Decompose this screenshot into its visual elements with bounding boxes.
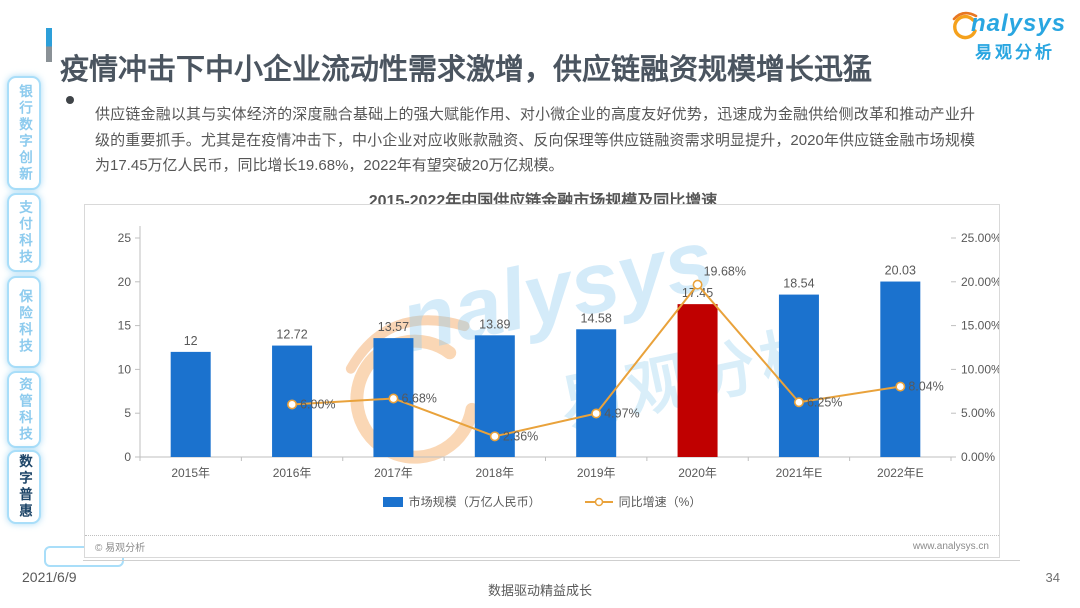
y-tick-label-right: 10.00% xyxy=(961,362,999,376)
logo-brand-text: nalysys xyxy=(971,10,1067,37)
bullet-text: 供应链金融以其与实体经济的深度融合基础上的强大赋能作用、对小微企业的高度友好优势… xyxy=(95,106,975,174)
analysys-logo: nalysys 易观分析 xyxy=(946,8,1074,66)
y-tick-label-right: 15.00% xyxy=(961,319,999,333)
logo-brand-cn: 易观分析 xyxy=(975,43,1055,62)
y-tick-label-left: 15 xyxy=(118,319,132,333)
title-accent-bar xyxy=(46,28,52,62)
copyright-note: © 易观分析 xyxy=(95,543,146,554)
line-marker-2018年 xyxy=(489,431,500,442)
bar-2021年E xyxy=(778,294,819,457)
chart-footer: © 易观分析 www.analysys.cn xyxy=(85,535,999,557)
y-tick-label-left: 25 xyxy=(118,231,132,245)
line-value-label: 6.00% xyxy=(300,397,335,411)
legend-label: 市场规模（万亿人民币） xyxy=(408,495,541,509)
y-tick-label-left: 20 xyxy=(118,275,132,289)
line-marker-2017年 xyxy=(388,393,399,404)
bar-2020年 xyxy=(677,304,718,457)
legend-item: 市场规模（万亿人民币） xyxy=(382,493,541,510)
x-category-label: 2016年 xyxy=(273,466,312,480)
logo-swoosh-icon xyxy=(952,11,978,40)
x-category-label: 2015年 xyxy=(171,466,210,480)
x-category-label: 2018年 xyxy=(475,466,514,480)
bar-value-label: 12 xyxy=(184,334,198,348)
footer-divider xyxy=(83,560,1020,561)
line-marker-2021年E xyxy=(793,397,804,408)
x-category-label: 2020年 xyxy=(678,466,717,480)
chart-canvas: 0 5 10 15 20 25 0.00% 5.00% 10.00% 15.00% 20.00% 25… xyxy=(118,226,999,480)
sidebar-item-insurance-tech[interactable]: 保险科技 xyxy=(7,276,41,368)
line-value-label: 2.36% xyxy=(503,429,538,443)
bar-value-label: 14.58 xyxy=(581,311,612,325)
chart-legend: 市场规模（万亿人民币） 同比增速（%） xyxy=(85,493,999,510)
bar-value-label: 17.45 xyxy=(682,286,713,300)
x-category-label: 2021年E xyxy=(776,466,823,480)
bar-2022年E xyxy=(880,281,921,457)
y-tick-label-left: 5 xyxy=(124,406,131,420)
legend-marker xyxy=(594,497,603,506)
bar-value-label: 13.89 xyxy=(479,317,510,331)
y-tick-label-left: 10 xyxy=(118,362,132,376)
chart-container: nalysys 易观分析 05101520250.00%5.00%10.00%1… xyxy=(84,204,1000,558)
sidebar-item-payment-tech[interactable]: 支付科技 xyxy=(7,193,41,272)
bar-value-label: 13.57 xyxy=(378,320,409,334)
y-tick-label-right: 25.00% xyxy=(961,231,999,245)
bar-2015年 xyxy=(170,351,211,457)
y-tick-label-right: 0.00% xyxy=(961,450,995,464)
sidebar-item-banking-digital-innovation[interactable]: 银行数字创新 xyxy=(7,76,41,190)
line-value-label: 8.04% xyxy=(908,380,943,394)
line-value-label: 19.68% xyxy=(704,265,746,279)
website-link: www.analysys.cn xyxy=(912,541,989,552)
y-tick-label-right: 5.00% xyxy=(961,406,995,420)
line-value-label: 6.25% xyxy=(807,395,842,409)
bar-value-label: 12.72 xyxy=(276,328,307,342)
legend-line-swatch-icon xyxy=(584,497,613,506)
x-category-label: 2017年 xyxy=(374,466,413,480)
y-tick-label-left: 0 xyxy=(124,450,131,464)
legend-item: 同比增速（%） xyxy=(584,493,702,510)
bar-value-label: 20.03 xyxy=(885,264,916,278)
sidebar-item-asset-management-tech[interactable]: 资管科技 xyxy=(7,371,41,448)
footer-slogan: 数据驱动精益成长 xyxy=(487,583,592,598)
y-tick-label-right: 20.00% xyxy=(961,275,999,289)
line-value-label: 6.68% xyxy=(401,391,436,405)
line-marker-2019年 xyxy=(591,408,602,419)
page-title: 疫情冲击下中小企业流动性需求激增，供应链融资规模增长迅猛 xyxy=(60,54,873,87)
line-marker-2022年E xyxy=(895,381,906,392)
footer-date: 2021/6/9 xyxy=(22,569,77,585)
bar-2019年 xyxy=(576,329,617,457)
bullet-dot-icon xyxy=(66,96,74,104)
page-number: 34 xyxy=(1045,570,1060,585)
x-category-label: 2022年E xyxy=(877,466,924,480)
legend-bar-swatch-icon xyxy=(382,496,403,507)
bar-value-label: 18.54 xyxy=(783,277,814,291)
line-marker-2020年 xyxy=(692,279,703,290)
line-marker-2016年 xyxy=(287,399,298,410)
legend-label: 同比增速（%） xyxy=(618,495,702,509)
line-value-label: 4.97% xyxy=(604,406,639,420)
x-category-label: 2019年 xyxy=(577,466,616,480)
sidebar-item-digital-inclusion[interactable]: 数字普惠 xyxy=(7,450,41,524)
